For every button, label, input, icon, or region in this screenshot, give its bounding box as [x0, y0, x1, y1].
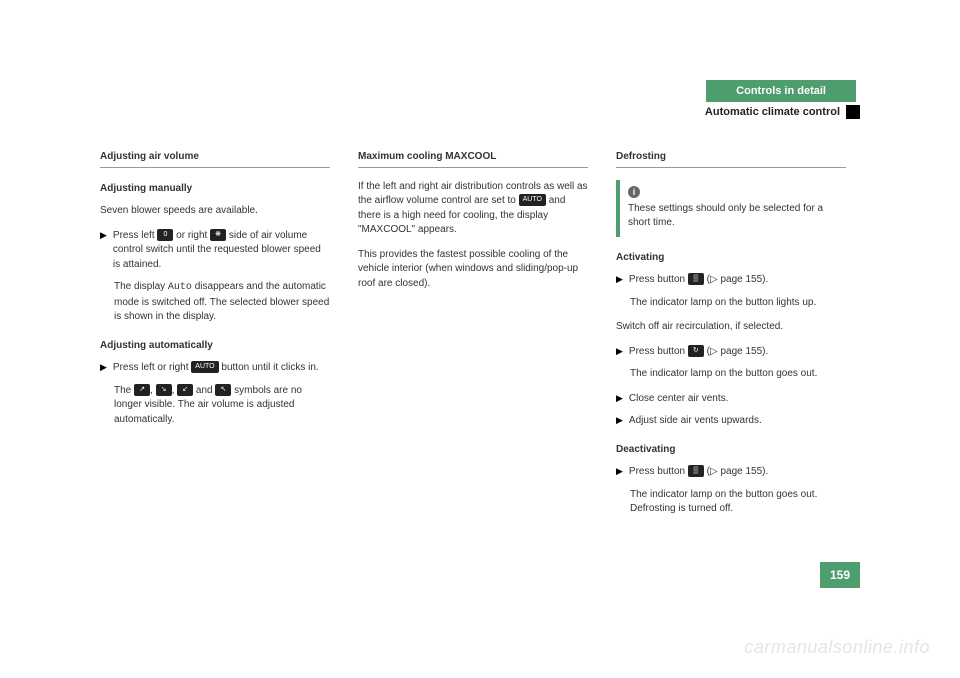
- text-fragment: Press left: [113, 230, 155, 241]
- col1-p1: Seven blower speeds are available.: [100, 204, 330, 219]
- airflow-icon: ↗: [134, 384, 150, 396]
- auto-button-icon: AUTO: [519, 194, 546, 206]
- col1-step2: ▶ Press left or right AUTO button until …: [100, 361, 330, 376]
- auto-button-icon: AUTO: [191, 361, 218, 373]
- col1-sub-auto: Adjusting automatically: [100, 339, 330, 354]
- info-text: These settings should only be selected f…: [628, 202, 838, 231]
- col3-step3: ▶ Close center air vents.: [616, 392, 846, 407]
- airflow-icon: ↘: [156, 384, 172, 396]
- col3-heading: Defrosting: [616, 150, 846, 168]
- col2-p1: If the left and right air distribution c…: [358, 180, 588, 238]
- text-fragment: and: [196, 385, 213, 396]
- bullet-arrow-icon: ▶: [100, 361, 107, 376]
- col3-step3-text: Close center air vents.: [629, 392, 846, 407]
- bullet-arrow-icon: ▶: [616, 392, 623, 407]
- col2-p2: This provides the fastest possible cooli…: [358, 248, 588, 292]
- text-fragment: button until it clicks in.: [221, 362, 318, 373]
- text-fragment: The display: [114, 281, 165, 292]
- col3-sub-activating: Activating: [616, 251, 846, 266]
- col1-step2-text: Press left or right AUTO button until it…: [113, 361, 330, 376]
- column-1: Adjusting air volume Adjusting manually …: [100, 150, 330, 527]
- text-fragment: Press button: [629, 274, 685, 285]
- chapter-tab: Controls in detail: [706, 80, 856, 102]
- col1-heading: Adjusting air volume: [100, 150, 330, 168]
- text-fragment: The: [114, 385, 131, 396]
- info-icon: i: [628, 186, 640, 198]
- col1-step1-text: Press left 0 or right ❋ side of air volu…: [113, 229, 330, 273]
- watermark: carmanualsonline.info: [744, 637, 930, 658]
- col3-step4-text: Adjust side air vents upwards.: [629, 414, 846, 429]
- col1-step1: ▶ Press left 0 or right ❋ side of air vo…: [100, 229, 330, 273]
- section-marker: [846, 105, 860, 119]
- bullet-arrow-icon: ▶: [616, 465, 623, 480]
- info-note: i These settings should only be selected…: [616, 180, 846, 237]
- col3-step2-text: Press button ↻ (▷ page 155).: [629, 345, 846, 360]
- manual-page: Controls in detail Automatic climate con…: [100, 80, 860, 527]
- section-title: Automatic climate control: [705, 106, 840, 118]
- col2-heading: Maximum cooling MAXCOOL: [358, 150, 588, 168]
- bullet-arrow-icon: ▶: [616, 345, 623, 360]
- bullet-arrow-icon: ▶: [616, 414, 623, 429]
- text-fragment: Press button: [629, 346, 685, 357]
- auto-display-text: Auto: [168, 282, 192, 293]
- text-fragment: (▷ page 155).: [707, 346, 769, 357]
- col3-sub-deactivating: Deactivating: [616, 443, 846, 458]
- defrost-icon: ▒: [688, 465, 704, 477]
- col3-step5-text: Press button ▒ (▷ page 155).: [629, 465, 846, 480]
- page-number: 159: [820, 562, 860, 588]
- zero-icon: 0: [157, 229, 173, 241]
- col3-step5: ▶ Press button ▒ (▷ page 155).: [616, 465, 846, 480]
- col3-result3: The indicator lamp on the button goes ou…: [630, 488, 846, 517]
- col3-step4: ▶ Adjust side air vents upwards.: [616, 414, 846, 429]
- fan-icon: ❋: [210, 229, 226, 241]
- col3-result2: The indicator lamp on the button goes ou…: [630, 367, 846, 382]
- text-fragment: (▷ page 155).: [707, 466, 769, 477]
- bullet-arrow-icon: ▶: [100, 229, 107, 273]
- section-row: Automatic climate control: [705, 105, 860, 119]
- col1-result2: The ↗, ↘, ↙ and ↖ symbols are no longer …: [114, 384, 330, 428]
- column-2: Maximum cooling MAXCOOL If the left and …: [358, 150, 588, 527]
- defrost-icon: ▒: [688, 273, 704, 285]
- recirc-icon: ↻: [688, 345, 704, 357]
- airflow-icon: ↖: [215, 384, 231, 396]
- page-header: Controls in detail Automatic climate con…: [100, 80, 860, 130]
- col1-sub-manual: Adjusting manually: [100, 182, 330, 197]
- text-fragment: Press left or right: [113, 362, 189, 373]
- airflow-icon: ↙: [177, 384, 193, 396]
- column-3: Defrosting i These settings should only …: [616, 150, 846, 527]
- col3-p2: Switch off air recirculation, if selecte…: [616, 320, 846, 335]
- text-fragment: or right: [176, 230, 207, 241]
- col3-step1-text: Press button ▒ (▷ page 155).: [629, 273, 846, 288]
- col3-step2: ▶ Press button ↻ (▷ page 155).: [616, 345, 846, 360]
- text-fragment: (▷ page 155).: [707, 274, 769, 285]
- text-fragment: Press button: [629, 466, 685, 477]
- col3-result1: The indicator lamp on the button lights …: [630, 296, 846, 311]
- content-columns: Adjusting air volume Adjusting manually …: [100, 150, 860, 527]
- col3-step1: ▶ Press button ▒ (▷ page 155).: [616, 273, 846, 288]
- bullet-arrow-icon: ▶: [616, 273, 623, 288]
- col1-result1: The display Auto disappears and the auto…: [114, 280, 330, 325]
